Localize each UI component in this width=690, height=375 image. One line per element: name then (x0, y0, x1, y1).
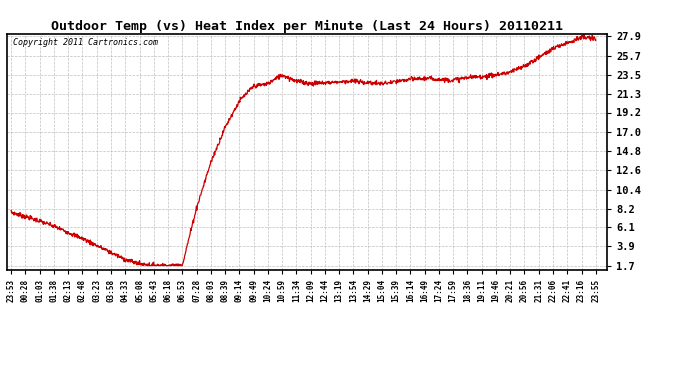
Title: Outdoor Temp (vs) Heat Index per Minute (Last 24 Hours) 20110211: Outdoor Temp (vs) Heat Index per Minute … (51, 20, 563, 33)
Text: Copyright 2011 Cartronics.com: Copyright 2011 Cartronics.com (13, 39, 158, 48)
